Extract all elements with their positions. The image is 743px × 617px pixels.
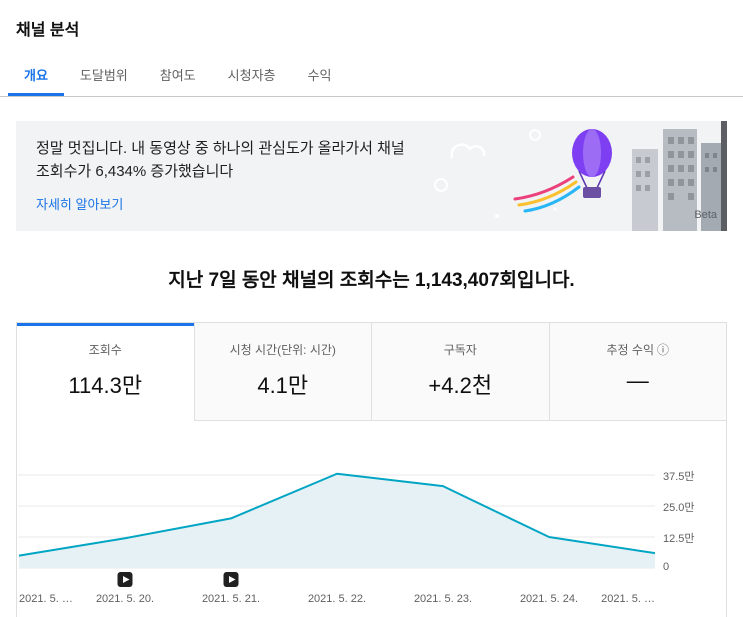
metric-tabs-row: 조회수 114.3만 시청 시간(단위: 시간) 4.1만 구독자 +4.2천 …	[17, 323, 726, 421]
x-tick-label: 2021. 5. 20.	[95, 593, 155, 605]
learn-more-link[interactable]: 자세히 알아보기	[36, 196, 124, 212]
x-tick-label: 2021. 5. 23.	[413, 593, 473, 605]
video-upload-marker[interactable]	[117, 572, 133, 587]
summary-headline: 지난 7일 동안 채널의 조회수는 1,143,407회입니다.	[168, 270, 575, 291]
analytics-tabbar: 개요 도달범위 참여도 시청자층 수익	[0, 54, 743, 97]
tab-overview[interactable]: 개요	[8, 54, 64, 96]
metric-tab-subscribers[interactable]: 구독자 +4.2천	[371, 323, 549, 421]
metric-label: 조회수	[88, 343, 122, 357]
page-title: 채널 분석	[16, 22, 80, 39]
sparkle-icon	[553, 207, 557, 211]
x-tick-label: 2021. 5. …	[19, 593, 73, 605]
metric-label: 추정 수익 ⓘ	[558, 341, 719, 358]
video-upload-marker[interactable]	[223, 572, 239, 587]
banner-illustration: Beta	[427, 121, 727, 231]
tab-engagement[interactable]: 참여도	[159, 68, 196, 83]
cloud-icon	[529, 129, 541, 141]
analytics-card: 조회수 114.3만 시청 시간(단위: 시간) 4.1만 구독자 +4.2천 …	[16, 322, 727, 617]
cloud-icon	[450, 143, 486, 159]
metric-value: 4.1만	[257, 373, 309, 398]
swoosh-pink	[513, 175, 575, 201]
tab-audience[interactable]: 시청자층	[227, 68, 276, 83]
x-axis-labels: 2021. 5. … 2021. 5. 20. 2021. 5. 21. 2021. …	[17, 593, 726, 609]
beta-badge: Beta	[694, 209, 717, 221]
metric-value: +4.2천	[428, 373, 493, 398]
metric-tab-watch-time[interactable]: 시청 시간(단위: 시간) 4.1만	[193, 323, 371, 421]
metric-value: —	[626, 368, 649, 393]
swoosh-blue	[523, 185, 581, 213]
metric-tab-revenue[interactable]: 추정 수익 ⓘ —	[548, 323, 726, 421]
metric-label-text: 추정 수익	[606, 343, 654, 357]
cloud-icon	[434, 178, 448, 192]
tab-reach[interactable]: 도달범위	[79, 68, 128, 83]
balloon-city-illustration	[434, 121, 727, 231]
views-area-chart[interactable]	[17, 423, 726, 589]
sparkle-icon	[495, 214, 499, 218]
buildings-illustration	[632, 121, 727, 231]
metric-label: 구독자	[443, 343, 477, 357]
x-tick-label: 2021. 5. 22.	[307, 593, 367, 605]
tab-revenue[interactable]: 수익	[307, 68, 332, 83]
x-tick-label: 2021. 5. 21.	[201, 593, 261, 605]
promo-message: 정말 멋집니다. 내 동영상 중 하나의 관심도가 올라가서 채널 조회수가 6…	[36, 140, 405, 181]
x-tick-label: 2021. 5. 24.	[519, 593, 579, 605]
metric-tab-views[interactable]: 조회수 114.3만	[17, 323, 194, 421]
metric-label: 시청 시간(단위: 시간)	[229, 343, 336, 357]
promo-banner: 정말 멋집니다. 내 동영상 중 하나의 관심도가 올라가서 채널 조회수가 6…	[16, 121, 727, 231]
swoosh-yellow	[517, 180, 578, 207]
balloon-stripe	[583, 129, 601, 177]
metric-value: 114.3만	[68, 373, 143, 398]
info-icon[interactable]: ⓘ	[656, 343, 669, 357]
views-line	[18, 472, 656, 557]
views-chart-area: 37.5만 25.0만 12.5만 0 2021. 5. … 2021. 5. 20. 2…	[17, 423, 726, 617]
area-fill	[19, 473, 655, 568]
x-tick-label: 2021. 5. …	[601, 593, 655, 605]
balloon-basket	[583, 187, 601, 198]
